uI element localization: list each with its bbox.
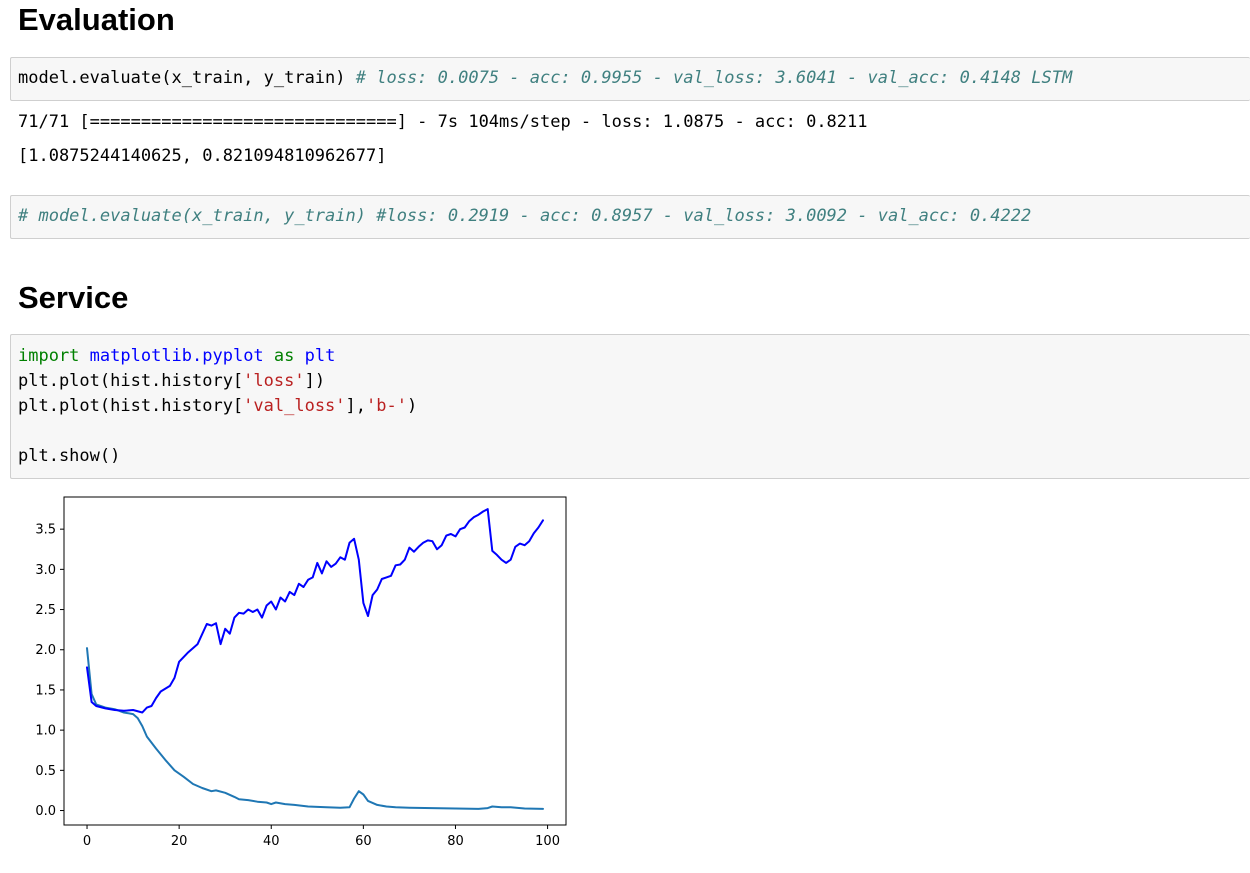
x-tick-label: 100 bbox=[535, 834, 560, 849]
code-text: ], bbox=[345, 396, 367, 416]
code-text: model.evaluate(x_train, y_train) bbox=[18, 68, 356, 88]
y-tick-label: 3.0 bbox=[35, 563, 56, 578]
x-tick-label: 40 bbox=[263, 834, 280, 849]
y-tick-label: 2.5 bbox=[35, 603, 56, 618]
code-comment: # model.evaluate(x_train, y_train) #loss… bbox=[18, 206, 1032, 226]
code-text: ]) bbox=[304, 371, 326, 391]
x-tick-label: 80 bbox=[447, 834, 464, 849]
section-heading-evaluation: Evaluation bbox=[18, 2, 175, 37]
module-alias: plt bbox=[304, 346, 336, 366]
code-text: plt.plot(hist.history[ bbox=[18, 371, 244, 391]
y-tick-label: 0.0 bbox=[35, 804, 56, 819]
code-cell-comment[interactable] bbox=[10, 195, 1250, 239]
x-tick-label: 0 bbox=[83, 834, 91, 849]
line-chart: 0 20 40 60 80 100 0.0 0.5 1.0 1.5 2.0 2.5 3.0 3.5 bbox=[35, 496, 567, 849]
code-text: plt.show() bbox=[18, 446, 121, 466]
string-literal: 'val_loss' bbox=[243, 396, 346, 416]
loss-series-line bbox=[86, 647, 544, 810]
code-text: ) bbox=[406, 396, 418, 416]
plot-area bbox=[63, 496, 567, 826]
keyword-as: as bbox=[273, 346, 295, 366]
keyword-import: import bbox=[18, 346, 80, 366]
x-tick-label: 60 bbox=[355, 834, 372, 849]
section-heading-service: Service bbox=[18, 280, 129, 315]
y-tick-label: 1.5 bbox=[35, 683, 56, 698]
code-cell-evaluate[interactable] bbox=[10, 57, 1250, 101]
output-progress-line: 71/71 [==============================] -… bbox=[18, 112, 868, 132]
val-loss-series-line bbox=[86, 508, 544, 714]
y-tick-label: 2.0 bbox=[35, 643, 56, 658]
module-name: matplotlib.pyplot bbox=[89, 346, 264, 366]
code-text: plt.plot(hist.history[ bbox=[18, 396, 244, 416]
string-literal: 'b-' bbox=[366, 396, 407, 416]
y-tick-label: 3.5 bbox=[35, 523, 56, 538]
x-tick-label: 20 bbox=[171, 834, 188, 849]
string-literal: 'loss' bbox=[243, 371, 305, 391]
code-cell-plot[interactable] bbox=[10, 334, 1250, 479]
output-result-line: [1.0875244140625, 0.821094810962677] bbox=[18, 146, 387, 166]
code-comment: # loss: 0.0075 - acc: 0.9955 - val_loss:… bbox=[355, 68, 1073, 88]
code-line-evaluate: model.evaluate(x_train, y_train) # loss:… bbox=[18, 66, 1072, 91]
y-tick-label: 1.0 bbox=[35, 724, 56, 739]
y-tick-label: 0.5 bbox=[35, 764, 56, 779]
code-line-comment: # model.evaluate(x_train, y_train) #loss… bbox=[18, 204, 1031, 229]
code-block-plot: import matplotlib.pyplot as plt plt.plot… bbox=[18, 344, 417, 469]
